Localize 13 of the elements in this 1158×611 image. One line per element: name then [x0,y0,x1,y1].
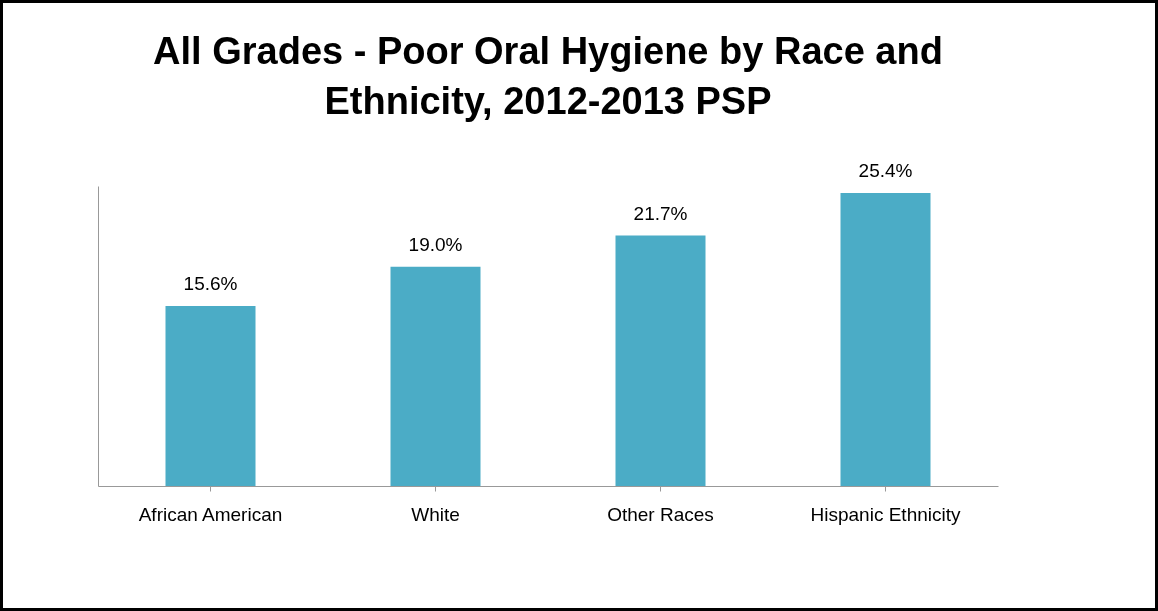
x-tick-label: Hispanic Ethnicity [810,503,961,525]
x-tick-label: African American [138,503,283,525]
x-tick-label: White [411,503,460,525]
data-label: 19.0% [408,233,463,255]
bar [390,266,481,486]
data-label: 15.6% [183,273,238,294]
x-tick-label: Other Races [607,503,714,525]
data-label: 21.7% [633,202,688,224]
chart-title: All Grades - Poor Oral Hygiene by Race and Ethnicity, 2012-2013 PSP [153,29,943,122]
data-label: 25.4% [858,159,913,181]
bar [840,192,931,486]
bar [615,235,706,486]
bar [165,306,256,486]
